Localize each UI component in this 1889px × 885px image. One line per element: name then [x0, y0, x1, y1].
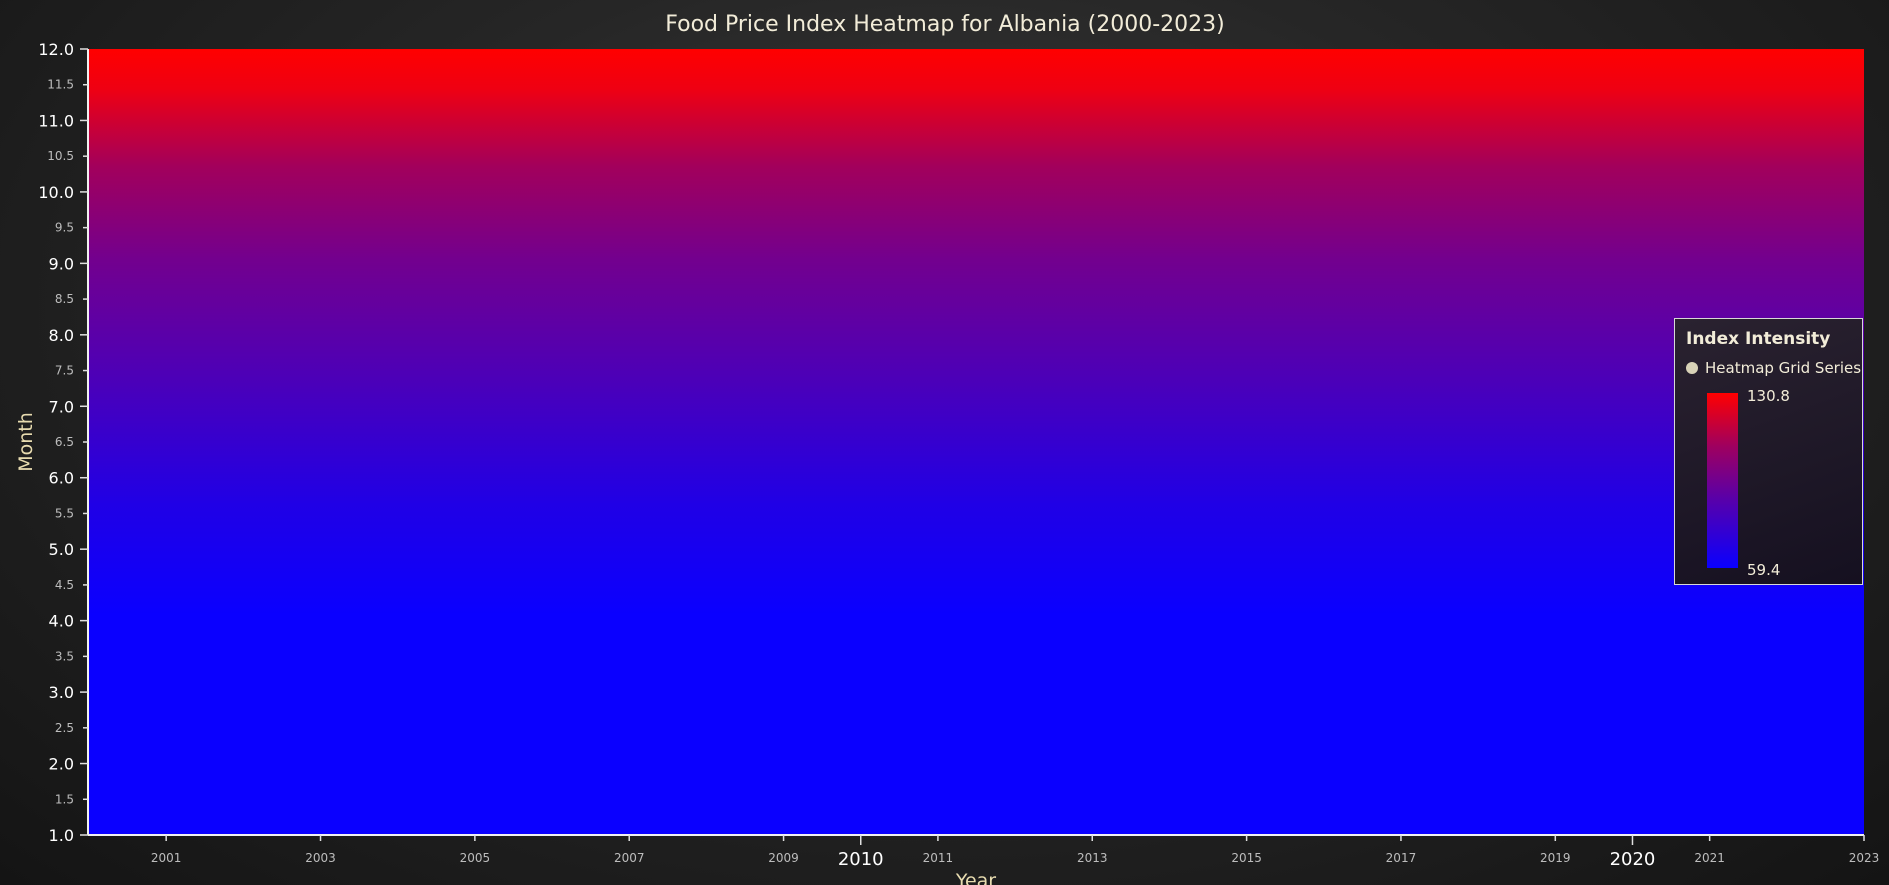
x-tick-label: 2019	[1540, 851, 1571, 865]
y-tick-label: 12.0	[38, 40, 74, 59]
x-tick-label: 2007	[614, 851, 645, 865]
color-scale-min-label: 59.4	[1747, 561, 1781, 579]
y-tick-label: 7.5	[55, 364, 74, 378]
y-tick-label: 5.5	[55, 506, 74, 520]
x-tick-label: 2005	[460, 851, 491, 865]
y-tick-label: 2.0	[49, 755, 74, 774]
y-tick-label: 1.5	[55, 792, 74, 806]
legend-title: Index Intensity	[1686, 329, 1831, 349]
x-tick-label: 2011	[923, 851, 954, 865]
x-tick-label: 2023	[1849, 851, 1880, 865]
y-tick-label: 10.0	[38, 183, 74, 202]
x-tick-label: 2013	[1077, 851, 1108, 865]
x-tick-label: 2003	[305, 851, 336, 865]
heatmap-grid	[89, 49, 1864, 835]
y-tick-label: 5.0	[49, 540, 74, 559]
y-tick-label: 10.5	[47, 149, 74, 163]
x-tick-label: 2009	[768, 851, 799, 865]
legend-dot-icon	[1686, 362, 1698, 374]
y-tick-label: 9.0	[49, 254, 74, 273]
y-tick-label: 9.5	[55, 221, 74, 235]
x-tick-label: 2021	[1694, 851, 1725, 865]
y-axis-ticks: 1.0 2.0 3.0 4.0 5.0 6.0 7.0 8.0 9.0 10.0 11.0 12.0 1…	[38, 40, 88, 845]
y-tick-label: 4.0	[49, 612, 74, 631]
y-tick-label: 3.5	[55, 649, 74, 663]
y-tick-label: 1.0	[49, 826, 74, 845]
x-tick-label: 2017	[1386, 851, 1417, 865]
y-tick-label: 11.0	[38, 111, 74, 130]
x-tick-label: 2015	[1231, 851, 1262, 865]
y-axis-title: Month	[15, 412, 37, 472]
x-axis-ticks: 2001 2003 2005 2007 2009 2011 2013 2015 2017 2019…	[151, 835, 1879, 870]
y-tick-label: 8.5	[55, 292, 74, 306]
y-tick-label: 8.0	[49, 326, 74, 345]
legend-entry[interactable]: Heatmap Grid Series	[1686, 359, 1861, 377]
chart-title: Food Price Index Heatmap for Albania (20…	[665, 12, 1225, 37]
color-scale-max-label: 130.8	[1747, 387, 1790, 405]
x-tick-label: 2010	[838, 849, 884, 870]
y-tick-label: 3.0	[49, 683, 74, 702]
y-tick-label: 4.5	[55, 578, 74, 592]
y-tick-label: 7.0	[49, 397, 74, 416]
color-scale-bar	[1707, 393, 1738, 568]
y-tick-label: 6.5	[55, 435, 74, 449]
x-tick-label: 2001	[151, 851, 182, 865]
legend-entry-label: Heatmap Grid Series	[1705, 359, 1862, 377]
y-tick-label: 11.5	[47, 78, 74, 92]
y-tick-label: 2.5	[55, 721, 74, 735]
x-tick-label: 2020	[1610, 849, 1656, 870]
x-axis-title: Year	[955, 870, 996, 885]
y-tick-label: 6.0	[49, 469, 74, 488]
legend: Index Intensity Heatmap Grid Series 130.…	[1674, 318, 1863, 585]
